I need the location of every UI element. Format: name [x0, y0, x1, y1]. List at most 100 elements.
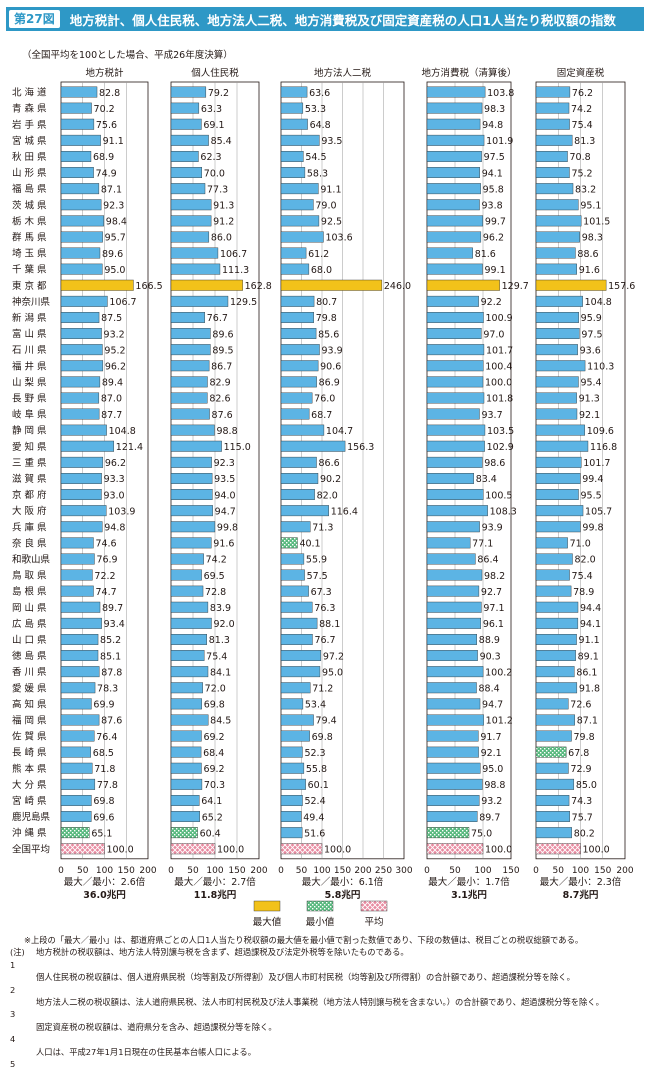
value-label: 84.5 — [210, 716, 231, 727]
tick-label: 100 — [206, 866, 223, 876]
value-label: 70.3 — [204, 780, 225, 791]
value-label: 91.3 — [213, 201, 234, 212]
value-label: 68.0 — [311, 265, 332, 276]
bar — [170, 376, 208, 388]
value-label: 74.7 — [95, 587, 116, 598]
value-label: 93.6 — [580, 345, 601, 356]
tick-label: 200 — [250, 866, 267, 876]
value-label: 88.4 — [479, 684, 500, 695]
value-label: 94.0 — [214, 490, 235, 501]
value-label: 94.7 — [215, 506, 236, 517]
tick-label: 150 — [118, 866, 135, 876]
bar — [170, 634, 207, 645]
value-label: 79.8 — [316, 313, 337, 324]
bar-min — [60, 827, 90, 839]
row-label: 大 分 県 — [12, 779, 47, 791]
bar — [60, 569, 93, 581]
value-label: 94.4 — [580, 603, 601, 614]
row-label: 滋 賀 県 — [12, 473, 47, 485]
value-label: 74.3 — [571, 796, 592, 807]
bar — [426, 263, 483, 275]
value-label: 96.2 — [105, 362, 126, 373]
row-label: 沖 縄 県 — [12, 827, 47, 839]
value-label: 51.6 — [304, 828, 325, 839]
footnote-text: 地方法人二税の税収額は、法人道府県民税、法人市町村民税及び法人事業税（地方法人特… — [36, 997, 604, 1008]
value-label: 87.1 — [101, 184, 122, 195]
value-label: 98.4 — [106, 217, 127, 228]
value-label: 71.8 — [94, 764, 115, 775]
row-label: 石 川 県 — [12, 345, 47, 356]
bar — [426, 811, 478, 822]
value-label: 68.5 — [93, 748, 114, 759]
bar — [60, 553, 95, 565]
value-label: 93.9 — [482, 523, 503, 534]
value-label: 99.8 — [582, 523, 603, 534]
bar — [280, 746, 303, 758]
bar — [426, 634, 477, 645]
value-label: 92.5 — [321, 217, 342, 228]
bar — [60, 392, 100, 404]
row-label: 福 岡 県 — [12, 714, 47, 726]
bar — [170, 521, 216, 533]
value-label: 63.6 — [309, 88, 330, 99]
value-label: 94.1 — [580, 619, 601, 630]
bar — [426, 440, 485, 452]
value-label: 101.8 — [486, 394, 513, 405]
tick-label: 100 — [96, 866, 113, 876]
bar — [535, 698, 569, 710]
footnote-mark: 4 — [10, 1021, 35, 1045]
value-label: 79.4 — [316, 716, 337, 727]
row-label: 千 葉 県 — [12, 264, 47, 276]
value-label: 75.4 — [572, 571, 593, 582]
footnote-text: ※上段の「最大／最小」は、都道府県ごとの人口1人当たり税収額の最大値を最小値で割… — [24, 935, 584, 945]
value-label: 103.6 — [325, 233, 352, 244]
row-label: 鹿児島県 — [12, 811, 51, 823]
value-label: 76.2 — [572, 88, 593, 99]
bar — [535, 102, 570, 114]
legend-swatch — [253, 900, 281, 912]
bar — [426, 360, 484, 372]
value-label: 103.9 — [108, 506, 135, 517]
row-label: 青 森 県 — [12, 103, 47, 115]
tick-label: 100 — [572, 866, 589, 876]
value-label: 52.3 — [304, 748, 325, 759]
bar — [60, 360, 104, 372]
panel-5: 固定資産税 0 50 100 150 200 76.2 74.2 75.4 81.3 70.8 75.… — [533, 67, 635, 901]
value-label: 55.8 — [306, 764, 327, 775]
figure-title: 地方税計、個人住民税、地方法人二税、地方消費税及び固定資産税の人口1人当たり税収… — [69, 12, 616, 28]
bar — [170, 344, 211, 356]
value-label: 57.5 — [307, 571, 328, 582]
value-label: 86.4 — [477, 555, 498, 566]
row-label: 三 重 県 — [12, 457, 47, 469]
bar — [535, 505, 584, 517]
value-label: 83.2 — [575, 184, 596, 195]
value-label: 99.4 — [582, 474, 603, 485]
bar — [535, 263, 577, 275]
value-label: 69.8 — [204, 700, 225, 711]
value-label: 79.2 — [208, 88, 229, 99]
bar — [170, 102, 200, 114]
value-label: 156.3 — [347, 442, 374, 453]
bar — [280, 795, 303, 806]
tick-label: 150 — [228, 866, 245, 876]
bar — [426, 376, 484, 388]
value-label: 82.0 — [317, 490, 338, 501]
value-label: 94.7 — [482, 700, 503, 711]
value-label: 85.6 — [318, 329, 339, 340]
bar-max — [60, 279, 134, 291]
legend-swatch — [306, 900, 334, 912]
value-label: 87.6 — [212, 410, 233, 421]
bar — [535, 328, 580, 339]
value-label: 111.3 — [222, 265, 249, 276]
bar — [60, 521, 103, 533]
value-label: 89.7 — [102, 603, 123, 614]
bar — [60, 762, 93, 774]
bar — [60, 682, 96, 694]
tick-label: 200 — [139, 866, 156, 876]
row-label: 群 馬 県 — [12, 231, 47, 243]
value-label: 91.1 — [579, 635, 600, 646]
value-label: 106.7 — [220, 249, 247, 260]
value-label: 61.2 — [308, 249, 329, 260]
row-label: 山 口 県 — [12, 635, 47, 646]
value-label: 98.8 — [216, 426, 237, 437]
